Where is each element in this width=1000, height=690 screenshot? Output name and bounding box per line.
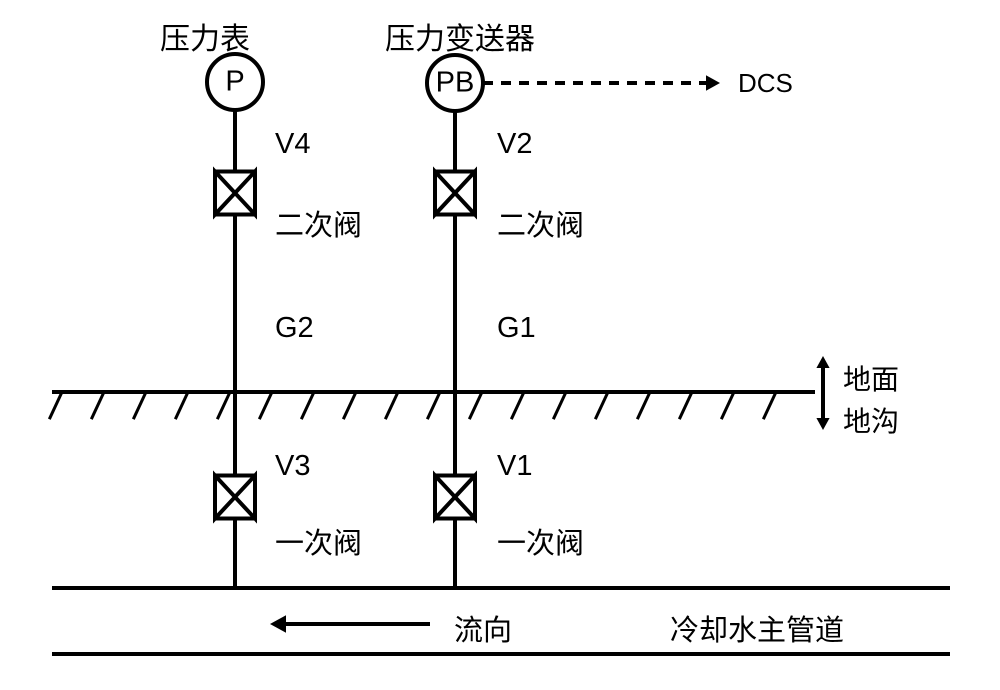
dcs-label: DCS: [738, 68, 793, 99]
g1-label: G1: [497, 312, 536, 345]
gauge-title: 压力表: [160, 14, 250, 58]
transmitter-title: 压力变送器: [385, 14, 535, 58]
ground-label: 地面: [843, 358, 899, 398]
primary-valve-left-label: 一次阀: [275, 520, 362, 562]
primary-valve-right-label: 一次阀: [497, 520, 584, 562]
flow-direction-label: 流向: [454, 607, 512, 649]
v1-label: V1: [497, 450, 532, 483]
v3-label: V3: [275, 450, 310, 483]
svg-text:PB: PB: [436, 67, 475, 99]
trench-label: 地沟: [843, 400, 899, 440]
svg-text:P: P: [225, 66, 244, 98]
main-pipe-label: 冷却水主管道: [670, 607, 844, 649]
v2-label: V2: [497, 128, 532, 161]
secondary-valve-right-label: 二次阀: [497, 202, 584, 244]
diagram-svg: P PB: [0, 0, 1000, 690]
diagram-canvas: P PB 压力表 压力变送器 DCS V4 V2 二次阀 二次阀 G2 G1 地面…: [0, 0, 1000, 690]
v4-label: V4: [275, 128, 310, 161]
g2-label: G2: [275, 312, 314, 345]
secondary-valve-left-label: 二次阀: [275, 202, 362, 244]
